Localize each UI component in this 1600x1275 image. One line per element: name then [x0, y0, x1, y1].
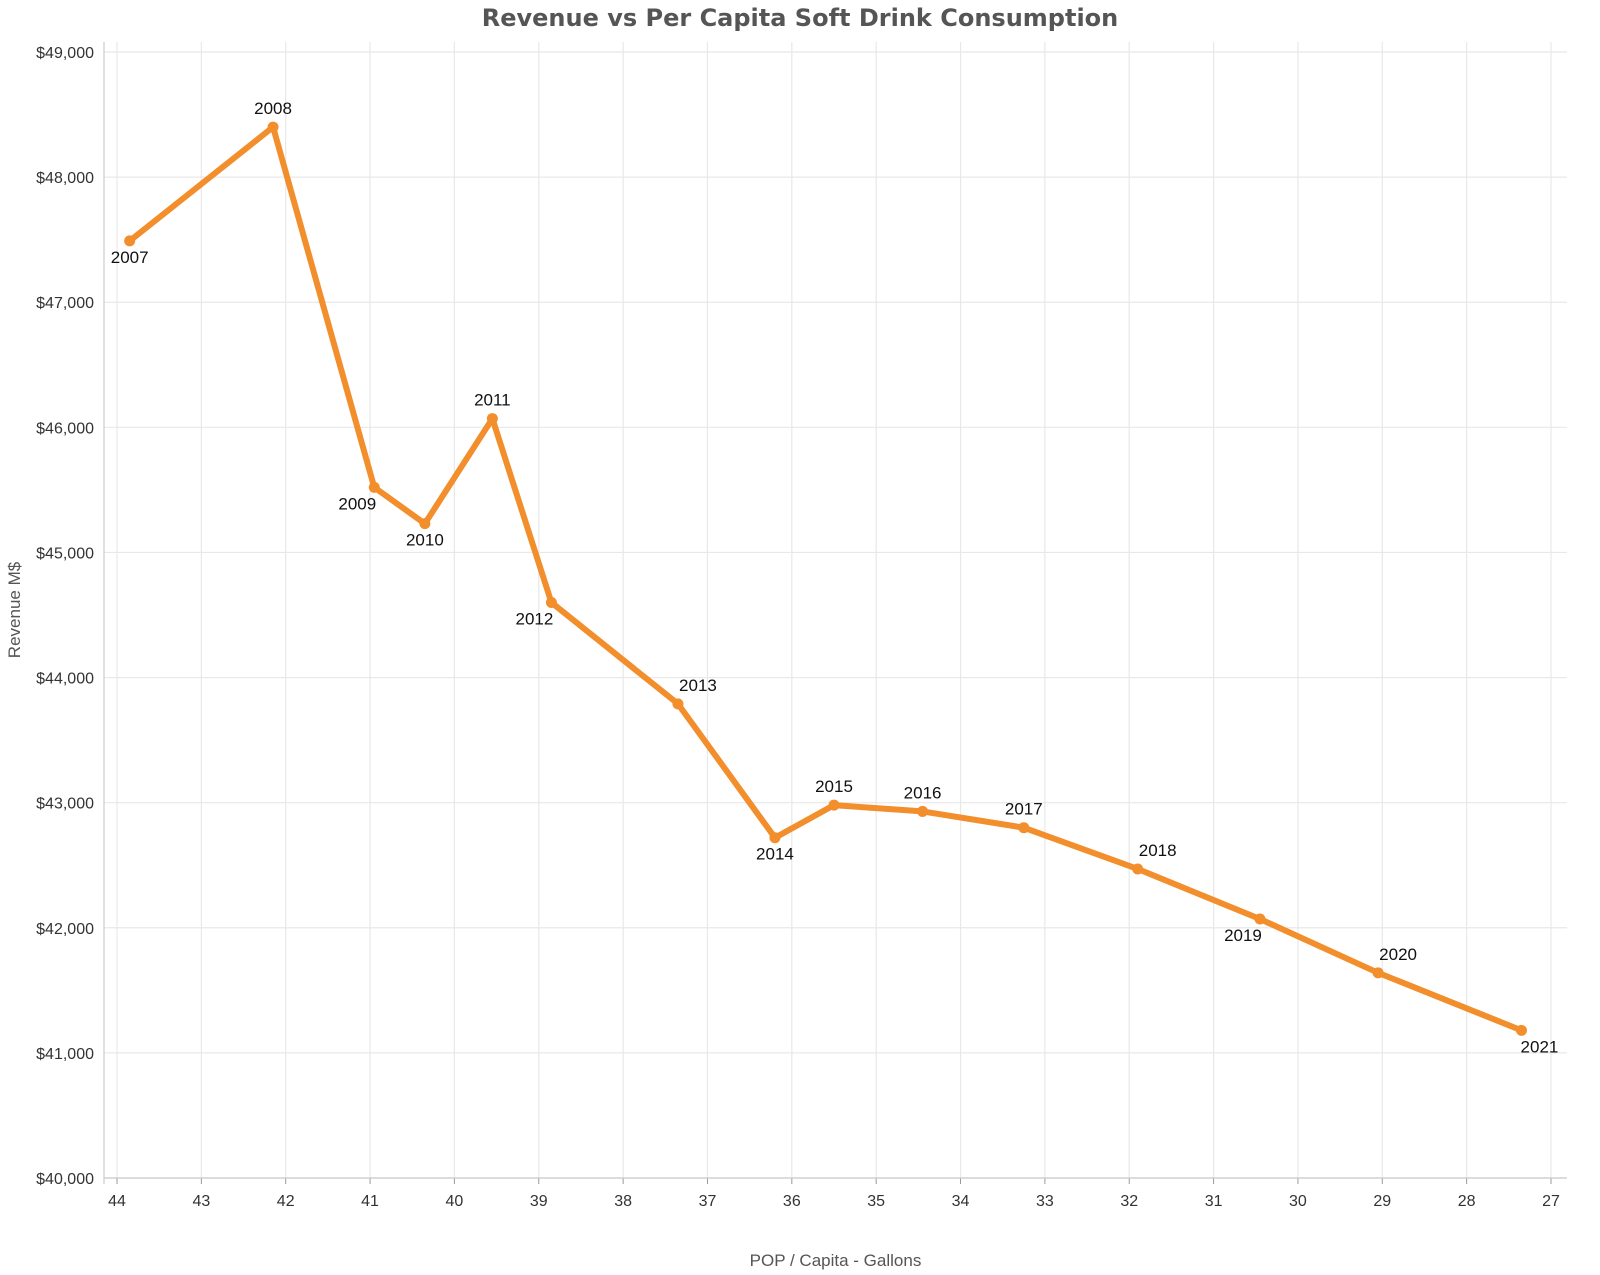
point-label: 2019 — [1224, 926, 1262, 945]
x-tick-label: 29 — [1373, 1193, 1391, 1210]
x-tick-label: 37 — [699, 1193, 717, 1210]
x-tick-label: 36 — [783, 1193, 801, 1210]
data-point — [672, 698, 684, 710]
point-labels: 2007 2008 2009 2010 2011 2012 2013 2014 2015 2016… — [111, 99, 1559, 1056]
axes: $49,000 $48,000 $47,000 $46,000 $45,000 $44,0… — [36, 42, 1567, 1210]
data-point — [419, 518, 431, 530]
chart-title: Revenue vs Per Capita Soft Drink Consump… — [481, 4, 1119, 32]
data-point — [1515, 1024, 1527, 1036]
data-point — [267, 121, 279, 133]
x-tick-label: 44 — [108, 1193, 126, 1210]
series-line — [126, 124, 1525, 1034]
x-tick-label: 41 — [361, 1193, 379, 1210]
y-axis-title: Revenue M$ — [5, 561, 24, 658]
point-label: 2016 — [904, 783, 942, 802]
y-tick-label: $42,000 — [36, 921, 94, 938]
y-tick-label: $41,000 — [36, 1046, 94, 1063]
x-axis-title: POP / Capita - Gallons — [750, 1251, 922, 1270]
data-point — [124, 235, 136, 247]
point-label: 2015 — [815, 777, 853, 796]
series-line-layer — [126, 124, 1525, 1034]
x-tick-label: 31 — [1205, 1193, 1223, 1210]
data-point — [1372, 967, 1384, 979]
point-label: 2009 — [338, 494, 376, 513]
x-tick-label: 27 — [1542, 1193, 1560, 1210]
data-point — [1254, 913, 1266, 925]
point-label: 2014 — [756, 845, 794, 864]
x-tick-label: 30 — [1289, 1193, 1307, 1210]
y-tick-label: $47,000 — [36, 295, 94, 312]
point-label: 2013 — [679, 676, 717, 695]
y-tick-label: $44,000 — [36, 671, 94, 688]
y-tick-label: $49,000 — [36, 45, 94, 62]
point-label: 2018 — [1139, 841, 1177, 860]
data-point — [1132, 863, 1144, 875]
y-tick-label: $48,000 — [36, 170, 94, 187]
y-tick-label: $45,000 — [36, 545, 94, 562]
x-tick-label: 40 — [446, 1193, 464, 1210]
point-label: 2007 — [111, 248, 149, 267]
x-tick-label: 43 — [192, 1193, 210, 1210]
x-tick-label: 33 — [1036, 1193, 1054, 1210]
point-label: 2021 — [1521, 1037, 1559, 1056]
point-label: 2017 — [1005, 800, 1043, 819]
point-label: 2020 — [1379, 945, 1417, 964]
point-label: 2012 — [516, 609, 554, 628]
data-point — [486, 413, 498, 425]
data-point — [917, 805, 929, 817]
x-tick-label: 38 — [614, 1193, 632, 1210]
data-point — [769, 832, 781, 844]
y-tick-label: $43,000 — [36, 796, 94, 813]
data-point — [545, 596, 557, 608]
data-point — [368, 481, 380, 493]
x-tick-label: 39 — [530, 1193, 548, 1210]
y-tick-label: $46,000 — [36, 420, 94, 437]
x-tick-label: 42 — [277, 1193, 295, 1210]
y-tick-label: $40,000 — [36, 1171, 94, 1188]
data-point — [1018, 822, 1030, 834]
x-tick-label: 28 — [1458, 1193, 1476, 1210]
x-tick-label: 35 — [867, 1193, 885, 1210]
point-label: 2010 — [406, 531, 444, 550]
data-point — [828, 799, 840, 811]
grid-lines — [104, 42, 1567, 1179]
x-tick-label: 34 — [952, 1193, 970, 1210]
data-points — [124, 121, 1527, 1036]
point-label: 2011 — [474, 391, 511, 410]
point-label: 2008 — [254, 99, 292, 118]
x-tick-label: 32 — [1120, 1193, 1138, 1210]
